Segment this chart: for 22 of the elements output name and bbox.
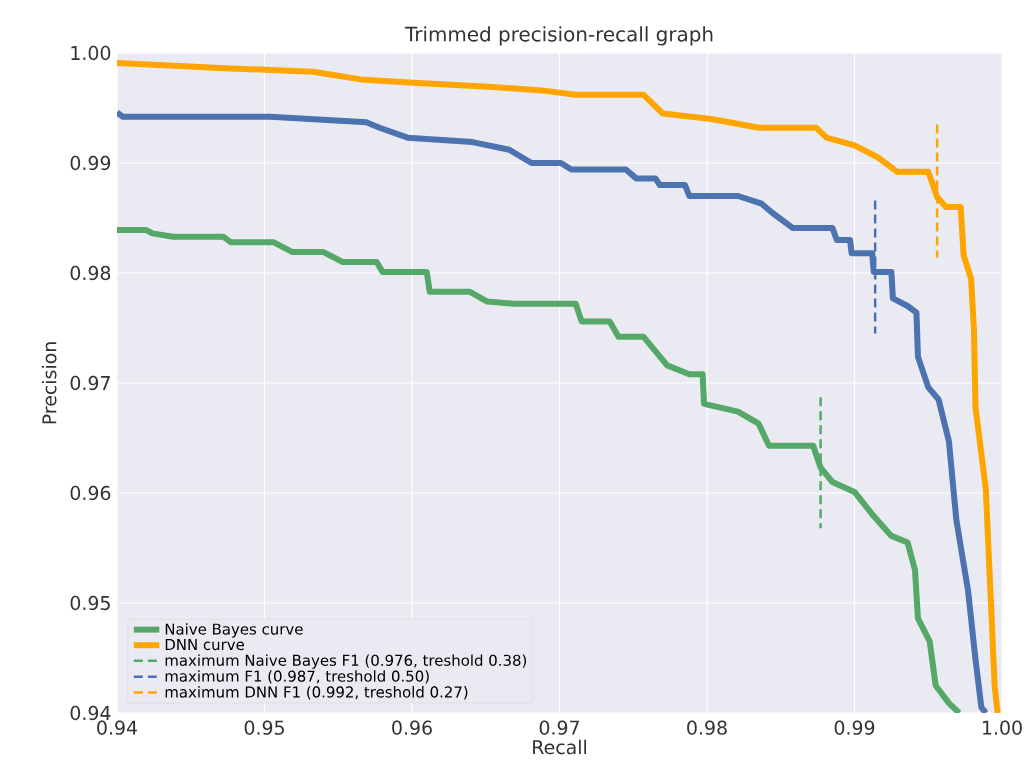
y-tick-label: 0.96: [70, 485, 111, 501]
y-tick-label: 0.97: [70, 375, 110, 391]
x-tick-label: 0.99: [834, 720, 875, 735]
legend-label: maximum DNN F1 (0.992, treshold 0.27): [165, 686, 468, 700]
legend-label: Naive Bayes curve: [165, 623, 303, 638]
y-tick-label: 0.94: [70, 705, 111, 721]
x-axis-title: Recall: [533, 739, 586, 755]
x-tick-label: 0.94: [97, 720, 137, 735]
x-tick-label: 0.96: [392, 720, 432, 735]
x-tick-label: 0.95: [244, 720, 284, 735]
x-tick-label: 0.97: [539, 720, 579, 735]
x-tick-label: 1.00: [983, 720, 1022, 735]
y-tick-label: 0.98: [70, 265, 111, 281]
legend-label: maximum Naive Bayes F1 (0.976, treshold 0.38): [165, 654, 527, 669]
y-axis-title: Precision: [41, 342, 57, 424]
x-tick-label: 0.98: [687, 720, 727, 735]
y-tick-label: 0.95: [70, 595, 110, 611]
legend-label: maximum F1 (0.987, treshold 0.50): [165, 670, 429, 684]
chart-title: Trimmed precision-recall graph: [404, 26, 713, 46]
y-tick-label: 1.00: [71, 45, 111, 61]
y-tick-label: 0.99: [70, 155, 111, 171]
legend-label: DNN curve: [165, 639, 244, 651]
